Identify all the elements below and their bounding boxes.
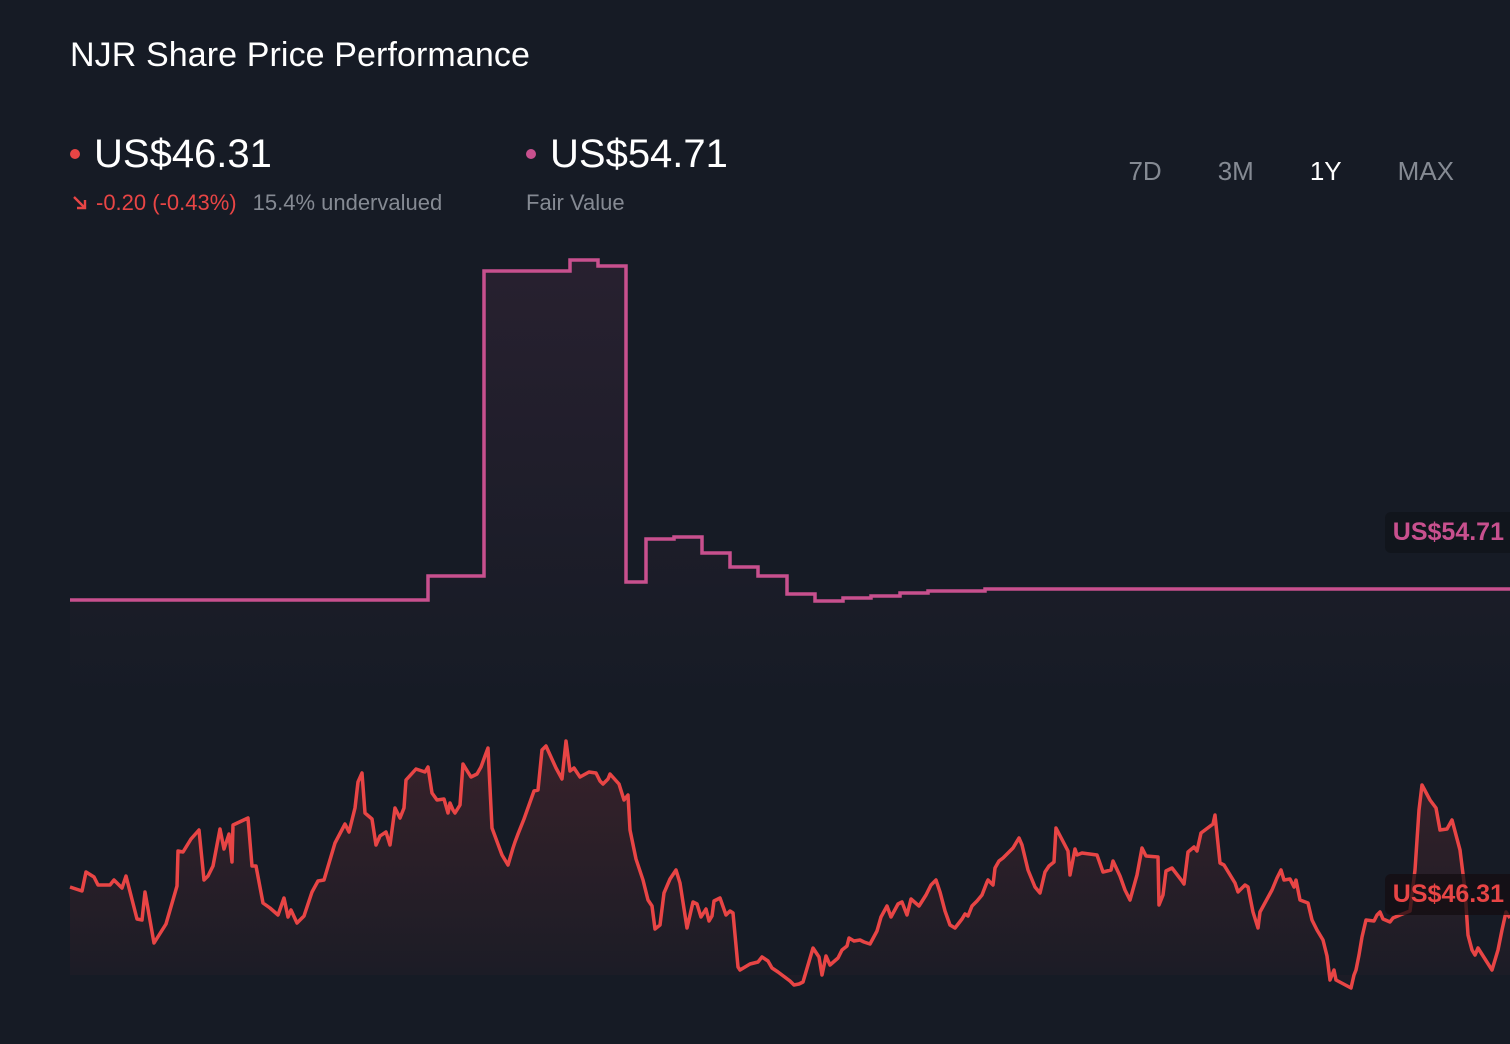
valuation-status: 15.4% undervalued <box>252 190 443 215</box>
range-max-button[interactable]: MAX <box>1397 156 1454 186</box>
fair-value-value: US$54.71 <box>550 132 728 176</box>
range-7d-button[interactable]: 7D <box>1128 156 1162 186</box>
share-price-legend-dot <box>70 149 80 159</box>
fair-value-end-label: US$54.71 <box>1384 512 1510 553</box>
fair-value-label: Fair Value <box>526 190 625 215</box>
price-change: -0.20 (-0.43%) <box>96 190 237 215</box>
fair-value-legend-dot <box>526 149 536 159</box>
fair-value-area <box>70 260 1510 700</box>
fair-value-metric: US$54.71 Fair Value <box>526 128 728 216</box>
share-price-end-label: US$46.31 <box>1384 874 1510 915</box>
share-price-area <box>70 741 1510 988</box>
arrow-down-right-icon <box>70 193 90 213</box>
share-price-value: US$46.31 <box>94 132 272 176</box>
fair-value-line <box>70 258 1510 603</box>
share-price-line <box>69 739 1510 990</box>
range-1y-button[interactable]: 1Y <box>1309 156 1342 186</box>
time-range-selector: 7D 3M 1Y MAX <box>1100 156 1482 187</box>
share-price-metric: US$46.31 -0.20 (-0.43%) 15.4% undervalue… <box>70 128 442 216</box>
range-3m-button[interactable]: 3M <box>1217 156 1254 186</box>
page-title: NJR Share Price Performance <box>70 36 530 74</box>
